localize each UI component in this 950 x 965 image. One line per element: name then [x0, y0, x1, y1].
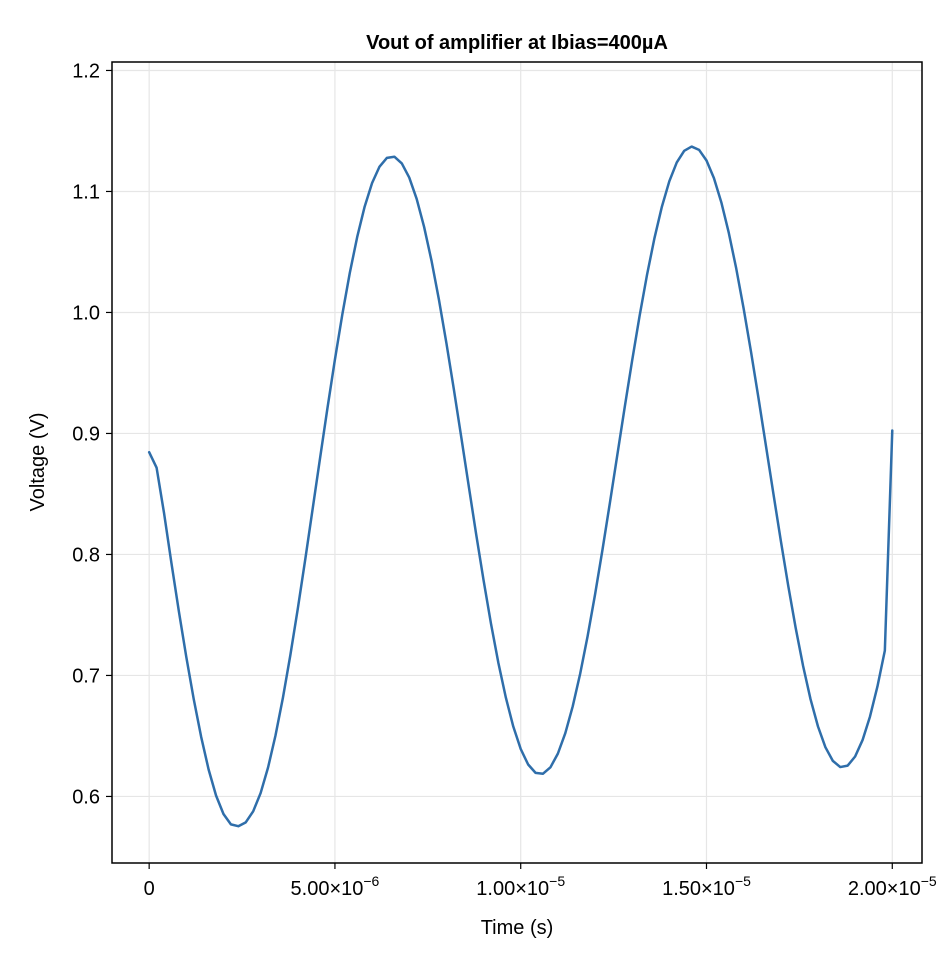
x-tick-label-exponent: −5	[549, 873, 565, 889]
y-tick-label: 0.6	[72, 786, 100, 808]
series-line	[147, 145, 894, 828]
x-tick-label-base: 2.00×10	[848, 878, 921, 900]
x-tick-label-exponent: −5	[921, 873, 937, 889]
plot-frame	[111, 61, 923, 864]
y-tick-label: 0.9	[72, 423, 100, 445]
chart-title: Vout of amplifier at Ibias=400µA	[366, 32, 668, 54]
y-tick-label: 0.7	[72, 665, 100, 687]
grid-lines	[112, 62, 922, 863]
x-tick-label-exponent: −6	[363, 873, 379, 889]
x-tick-label: 0	[144, 878, 155, 900]
x-tick-label: 5.00×10−6	[291, 873, 380, 900]
y-axis-label: Voltage (V)	[27, 413, 49, 512]
y-tick-label: 1.2	[72, 60, 100, 82]
x-tick-label-exponent: −5	[735, 873, 751, 889]
x-axis: 0 5.00×10−6 1.00×10−5 1.50×10−5 2.00×10−5	[144, 863, 937, 900]
x-tick-label: 1.00×10−5	[476, 873, 565, 900]
x-tick-label-base: 1.50×10	[662, 878, 735, 900]
x-axis-label: Time (s)	[481, 917, 554, 939]
y-tick-label: 1.1	[72, 181, 100, 203]
y-tick-label: 1.0	[72, 302, 100, 324]
x-tick-label-base: 0	[144, 878, 155, 900]
x-tick-label-base: 5.00×10	[291, 878, 364, 900]
x-tick-label: 1.50×10−5	[662, 873, 751, 900]
series-group	[147, 145, 894, 828]
x-tick-label: 2.00×10−5	[848, 873, 937, 900]
y-axis: 0.6 0.7 0.8 0.9 1.0 1.1 1.2	[72, 60, 112, 808]
y-tick-label: 0.8	[72, 544, 100, 566]
x-tick-label-base: 1.00×10	[476, 878, 549, 900]
